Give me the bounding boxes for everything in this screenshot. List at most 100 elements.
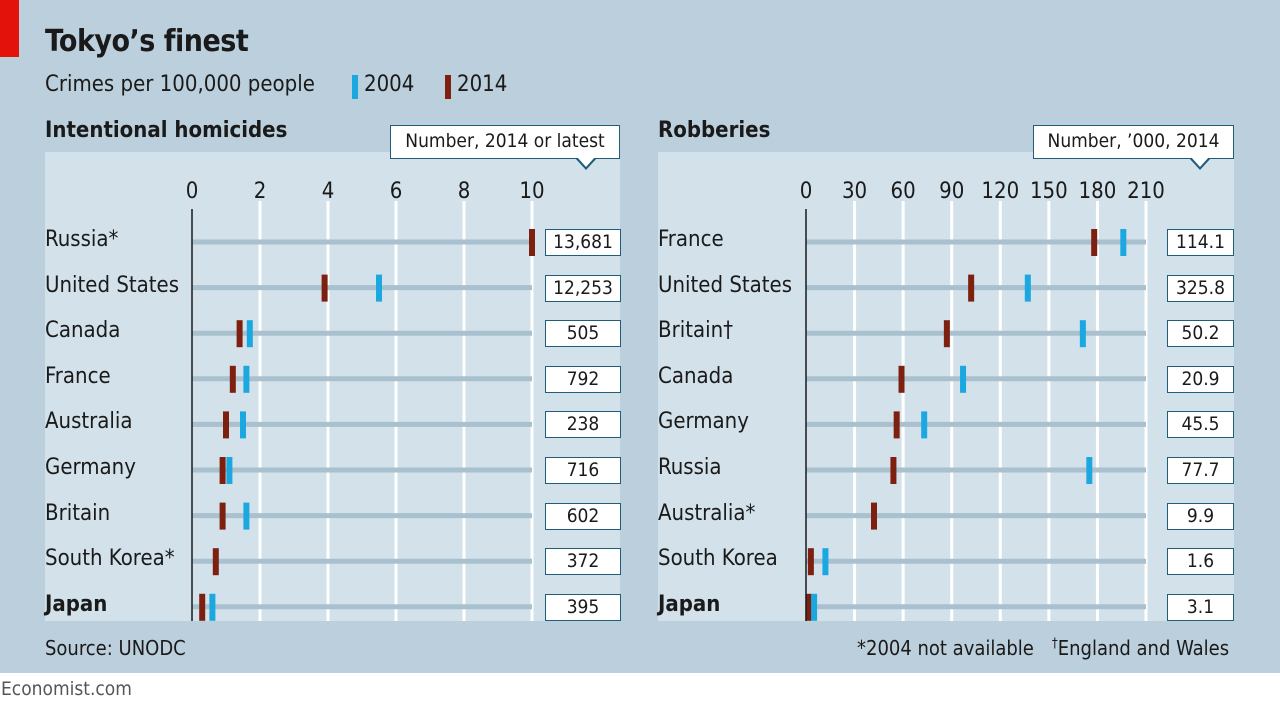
robberies-marker-2014 <box>1091 229 1098 256</box>
robberies-number-box: 9.9 <box>1167 502 1234 530</box>
robberies-tick-label: 180 <box>1078 179 1117 204</box>
homicides-marker-2004 <box>209 593 216 621</box>
robberies-category-label: United States <box>658 272 793 298</box>
homicides-number-box: 602 <box>545 502 621 530</box>
robberies-number-box: 45.5 <box>1167 411 1234 439</box>
robberies-tick-label: 210 <box>1127 179 1165 204</box>
robberies-callout-pointer-fill <box>1191 157 1209 167</box>
robberies-category-label: South Korea <box>658 546 778 572</box>
homicides-tick-label: 4 <box>321 179 335 204</box>
brand-red-tag <box>0 0 19 57</box>
robberies-marker-2014 <box>893 411 900 439</box>
homicides-number-box: 12,253 <box>545 274 621 302</box>
homicides-tick-label: 0 <box>185 179 199 204</box>
homicides-number-box: 716 <box>545 457 621 484</box>
footnote-dagger: England and Wales <box>1057 636 1230 660</box>
robberies-number-box: 3.1 <box>1167 593 1234 621</box>
robberies-category-label: Canada <box>658 363 734 389</box>
homicides-tick-label: 8 <box>457 179 471 204</box>
homicides-category-label: Canada <box>45 318 121 344</box>
homicides-number-callout: Number, 2014 or latest <box>390 125 620 159</box>
robberies-marker-2014 <box>898 365 905 393</box>
homicides-category-label: Britain <box>45 500 111 526</box>
homicides-marker-2014 <box>529 229 535 256</box>
brand-label: Economist.com <box>1 678 132 700</box>
robberies-marker-2004 <box>1120 229 1127 256</box>
robberies-title: Robberies <box>658 118 771 143</box>
footnote-dagger-mark: † <box>1051 636 1058 652</box>
robberies-category-label: France <box>658 227 724 252</box>
robberies-marker-2014 <box>890 457 897 484</box>
homicides-category-label: Russia* <box>45 227 119 252</box>
robberies-number-callout: Number, ’000, 2014 <box>1033 125 1234 159</box>
homicides-marker-2014 <box>229 365 236 393</box>
robberies-number-box: 77.7 <box>1167 457 1234 484</box>
legend-swatch-2014 <box>445 75 451 99</box>
chart-title: Tokyo’s finest <box>45 24 249 59</box>
homicides-marker-2014 <box>212 548 219 576</box>
homicides-category-label: South Korea* <box>45 546 175 572</box>
robberies-marker-2014 <box>943 320 950 348</box>
homicides-marker-2004 <box>246 320 253 348</box>
robberies-marker-2014 <box>805 593 812 621</box>
robberies-tick-label: 30 <box>841 179 868 204</box>
robberies-category-label: Japan <box>658 591 721 617</box>
robberies-panel <box>658 152 1234 621</box>
footnotes: *2004 not available †England and Wales <box>857 636 1229 660</box>
robberies-marker-2014 <box>968 274 975 302</box>
homicides-category-label: Japan <box>45 591 108 617</box>
robberies-marker-2004 <box>921 411 928 439</box>
robberies-tick-label: 60 <box>890 179 916 204</box>
homicides-marker-2004 <box>376 274 382 302</box>
homicides-category-label: France <box>45 363 111 389</box>
homicides-marker-2014 <box>219 457 226 484</box>
robberies-marker-2004 <box>1024 274 1031 302</box>
homicides-marker-2014 <box>223 411 229 439</box>
robberies-tick-label: 0 <box>799 179 813 204</box>
robberies-marker-2004 <box>1079 320 1086 348</box>
footnote-star: *2004 not available <box>857 636 1034 660</box>
homicides-marker-2014 <box>219 502 226 530</box>
robberies-marker-2004 <box>811 593 818 621</box>
homicides-number-box: 505 <box>545 320 621 348</box>
homicides-panel <box>45 152 620 621</box>
homicides-category-label: United States <box>45 272 180 298</box>
robberies-tick-label: 120 <box>981 179 1020 204</box>
legend-label-2014: 2014 <box>457 72 508 97</box>
robberies-number-box: 114.1 <box>1167 229 1234 256</box>
homicides-marker-2014 <box>321 274 328 302</box>
robberies-category-label: Britain† <box>658 318 734 344</box>
homicides-title: Intentional homicides <box>45 118 288 143</box>
source-note: Source: UNODC <box>45 636 186 660</box>
robberies-number-box: 325.8 <box>1167 274 1234 302</box>
robberies-number-box: 20.9 <box>1167 365 1234 393</box>
homicides-marker-2004 <box>226 457 233 484</box>
robberies-category-label: Australia* <box>658 500 756 526</box>
legend-label-2004: 2004 <box>364 72 415 97</box>
robberies-marker-2004 <box>822 548 829 576</box>
robberies-number-box: 50.2 <box>1167 320 1234 348</box>
robberies-category-label: Germany <box>658 409 749 435</box>
homicides-number-box: 372 <box>545 548 621 576</box>
homicides-tick-label: 6 <box>389 179 403 204</box>
homicides-category-label: Germany <box>45 455 136 480</box>
homicides-marker-2014 <box>199 593 206 621</box>
homicides-callout-pointer-fill <box>577 157 595 167</box>
homicides-tick-label: 10 <box>519 179 545 204</box>
homicides-marker-2004 <box>240 411 246 439</box>
homicides-number-box: 238 <box>545 411 621 439</box>
homicides-number-box: 13,681 <box>545 229 621 256</box>
robberies-tick-label: 150 <box>1029 179 1068 204</box>
robberies-marker-2004 <box>1086 457 1093 484</box>
homicides-marker-2014 <box>236 320 243 348</box>
robberies-marker-2014 <box>871 502 877 530</box>
homicides-category-label: Australia <box>45 409 133 435</box>
chart-subtitle: Crimes per 100,000 people <box>45 72 315 97</box>
homicides-number-box: 395 <box>545 593 621 621</box>
robberies-category-label: Russia <box>658 455 722 480</box>
robberies-number-box: 1.6 <box>1167 548 1234 576</box>
homicides-tick-label: 2 <box>253 179 267 204</box>
robberies-tick-label: 90 <box>939 179 965 204</box>
homicides-marker-2004 <box>243 365 250 393</box>
